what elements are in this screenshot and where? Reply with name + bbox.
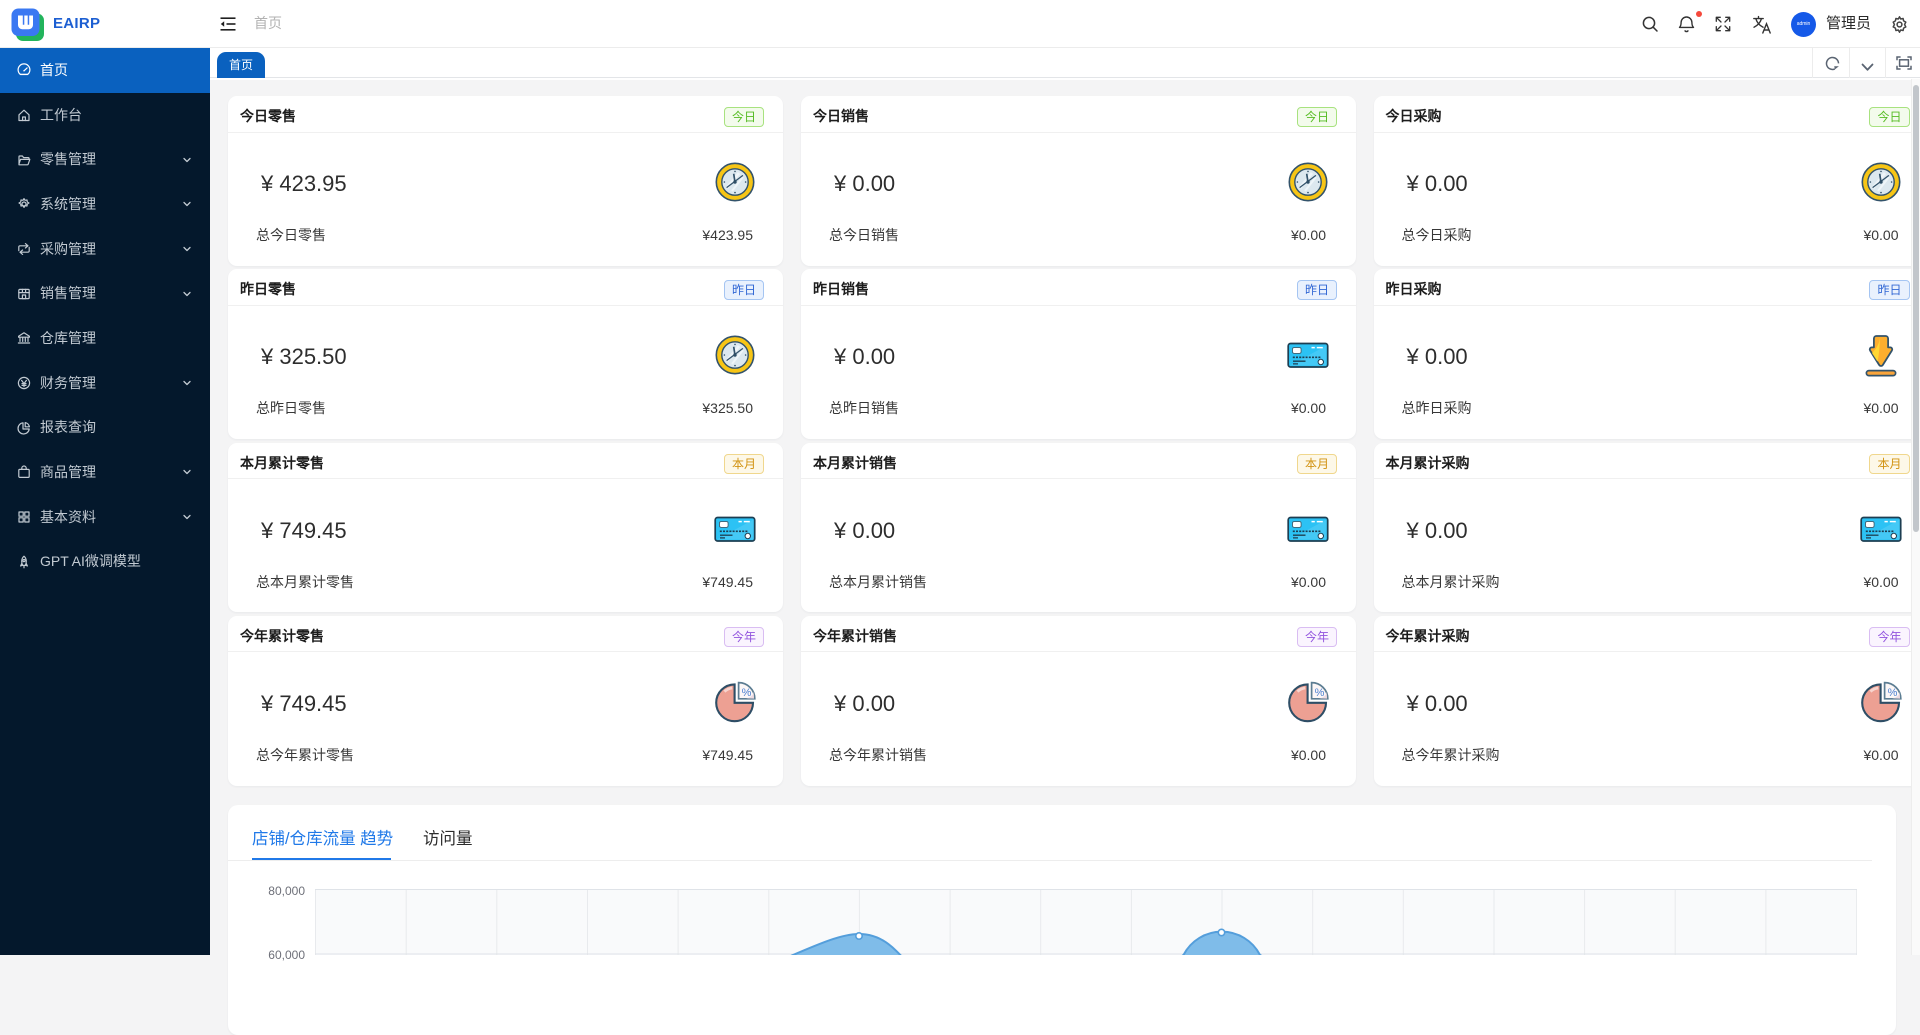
svg-text:%: % — [1315, 687, 1325, 699]
svg-text:%: % — [742, 687, 752, 699]
svg-text:%: % — [1887, 687, 1897, 699]
